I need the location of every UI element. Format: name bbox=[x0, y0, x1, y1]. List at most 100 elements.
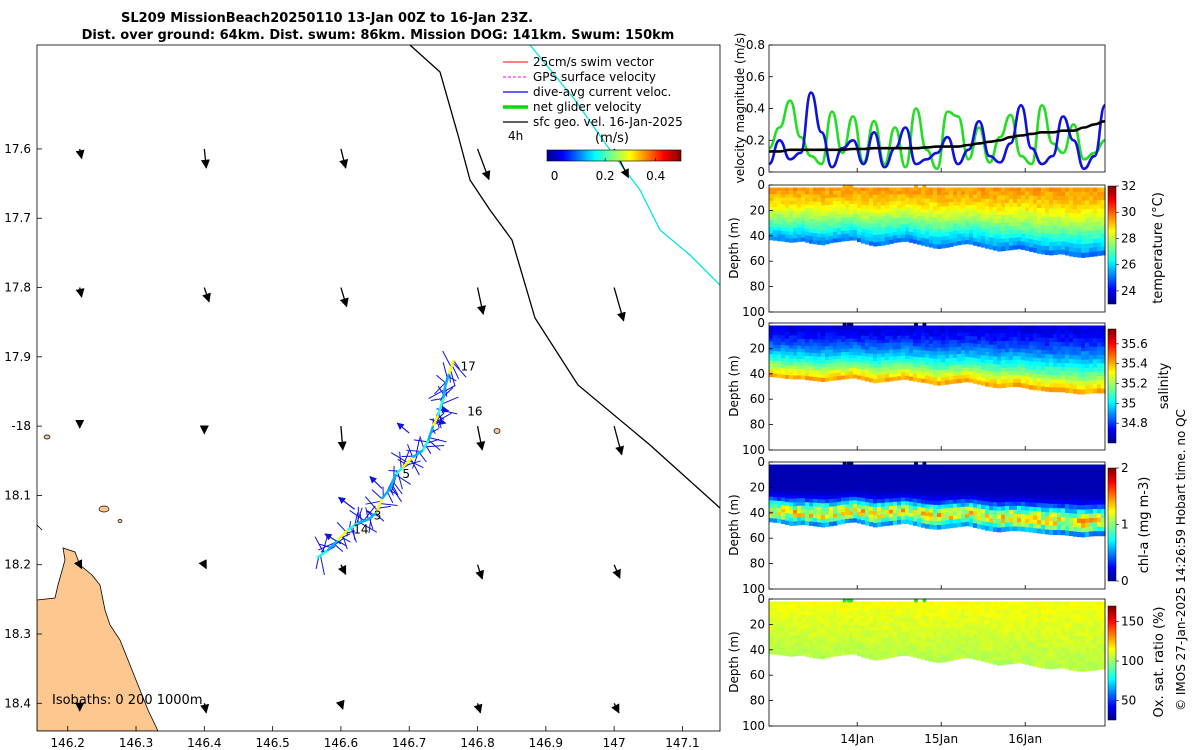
section-cell bbox=[821, 495, 826, 501]
section-cell bbox=[985, 348, 990, 353]
section-cell bbox=[1045, 507, 1050, 513]
section-cell bbox=[789, 513, 794, 519]
section-cell bbox=[1037, 524, 1042, 530]
section-cell bbox=[1097, 509, 1102, 514]
section-cell bbox=[1041, 382, 1046, 388]
section-cell bbox=[1069, 238, 1074, 244]
section-cell bbox=[905, 493, 910, 499]
section-cell bbox=[873, 627, 878, 632]
section-cell bbox=[921, 495, 926, 501]
section-cell bbox=[917, 612, 922, 617]
section-cell bbox=[997, 231, 1002, 236]
section-cell bbox=[1057, 525, 1062, 531]
section-cell bbox=[865, 363, 870, 368]
section-cell bbox=[1069, 191, 1074, 197]
section-cell bbox=[825, 349, 830, 354]
section-cell bbox=[781, 227, 786, 232]
section-cell bbox=[873, 343, 878, 348]
section-cell bbox=[957, 357, 962, 362]
section-cell bbox=[801, 651, 806, 656]
section-cell bbox=[1029, 369, 1034, 374]
section-cell bbox=[957, 198, 962, 203]
section-cell bbox=[777, 651, 782, 656]
section-cell bbox=[781, 468, 786, 473]
section-cell bbox=[1037, 507, 1042, 513]
section-cell bbox=[793, 618, 798, 623]
section-cell bbox=[933, 244, 938, 249]
section-cell bbox=[965, 483, 970, 488]
section-cell bbox=[801, 479, 806, 484]
section-cell bbox=[845, 608, 850, 613]
section-cell bbox=[1057, 245, 1062, 251]
section-cell bbox=[965, 353, 970, 358]
section-cell bbox=[993, 329, 998, 334]
section-cell bbox=[1061, 499, 1066, 505]
section-cell bbox=[1053, 499, 1058, 505]
section-cell bbox=[1073, 464, 1078, 470]
section-cell bbox=[805, 211, 810, 216]
section-cell bbox=[813, 626, 818, 631]
section-cell bbox=[973, 357, 978, 363]
section-cell bbox=[1033, 490, 1038, 495]
section-cell bbox=[965, 487, 970, 492]
section-cell bbox=[957, 241, 962, 246]
section-cell bbox=[965, 374, 970, 379]
depth-tick-label: 100 bbox=[742, 305, 765, 319]
section-cell bbox=[801, 200, 806, 205]
section-cell bbox=[1089, 372, 1094, 377]
section-cell bbox=[833, 635, 838, 640]
section-cell bbox=[969, 346, 974, 351]
section-cell bbox=[957, 364, 962, 369]
section-cell bbox=[845, 504, 850, 509]
section-cell bbox=[865, 360, 870, 365]
section-cell bbox=[857, 362, 862, 367]
section-cell bbox=[777, 648, 782, 652]
section-cell bbox=[873, 519, 878, 524]
section-cell bbox=[861, 369, 866, 374]
section-cell bbox=[897, 190, 902, 195]
section-cell bbox=[1061, 525, 1066, 531]
section-cell bbox=[1081, 496, 1086, 502]
section-cell bbox=[985, 336, 990, 342]
section-cell bbox=[937, 355, 942, 360]
depth-tick-label: 0 bbox=[757, 455, 765, 469]
section-cell bbox=[833, 328, 838, 333]
section-cell bbox=[901, 231, 906, 236]
speed-colorbar bbox=[546, 149, 682, 162]
section-cell bbox=[805, 197, 810, 202]
section-cell bbox=[925, 216, 930, 222]
section-cell bbox=[777, 641, 782, 646]
section-cell bbox=[893, 359, 898, 364]
section-cell bbox=[1005, 367, 1010, 373]
section-cell bbox=[1017, 464, 1022, 470]
section-cell bbox=[913, 483, 918, 488]
section-cell bbox=[1077, 496, 1082, 502]
section-cell bbox=[1041, 200, 1046, 205]
section-cell bbox=[925, 476, 930, 482]
temperature-axes-box bbox=[768, 184, 1106, 313]
section-cell bbox=[849, 230, 854, 234]
section-cell bbox=[793, 348, 798, 353]
section-cell bbox=[813, 335, 818, 340]
section-cell bbox=[961, 375, 966, 380]
section-cell bbox=[821, 605, 826, 610]
section-cell bbox=[797, 345, 802, 350]
section-cell bbox=[777, 200, 782, 205]
section-cell bbox=[789, 225, 794, 229]
section-cell bbox=[833, 625, 838, 630]
section-cell bbox=[1057, 358, 1062, 364]
section-cell bbox=[941, 508, 946, 514]
section-cell bbox=[869, 357, 874, 362]
section-cell bbox=[905, 614, 910, 619]
section-cell bbox=[885, 194, 890, 199]
section-cell bbox=[949, 242, 954, 247]
section-cell bbox=[1013, 497, 1018, 503]
section-cell bbox=[781, 493, 786, 499]
section-cell bbox=[881, 641, 886, 646]
section-cell bbox=[1013, 509, 1018, 515]
dive-avg-vector bbox=[442, 362, 448, 379]
section-cell bbox=[953, 499, 958, 505]
section-cell bbox=[913, 211, 918, 216]
section-cell bbox=[1041, 249, 1046, 255]
section-cell bbox=[1069, 375, 1074, 381]
